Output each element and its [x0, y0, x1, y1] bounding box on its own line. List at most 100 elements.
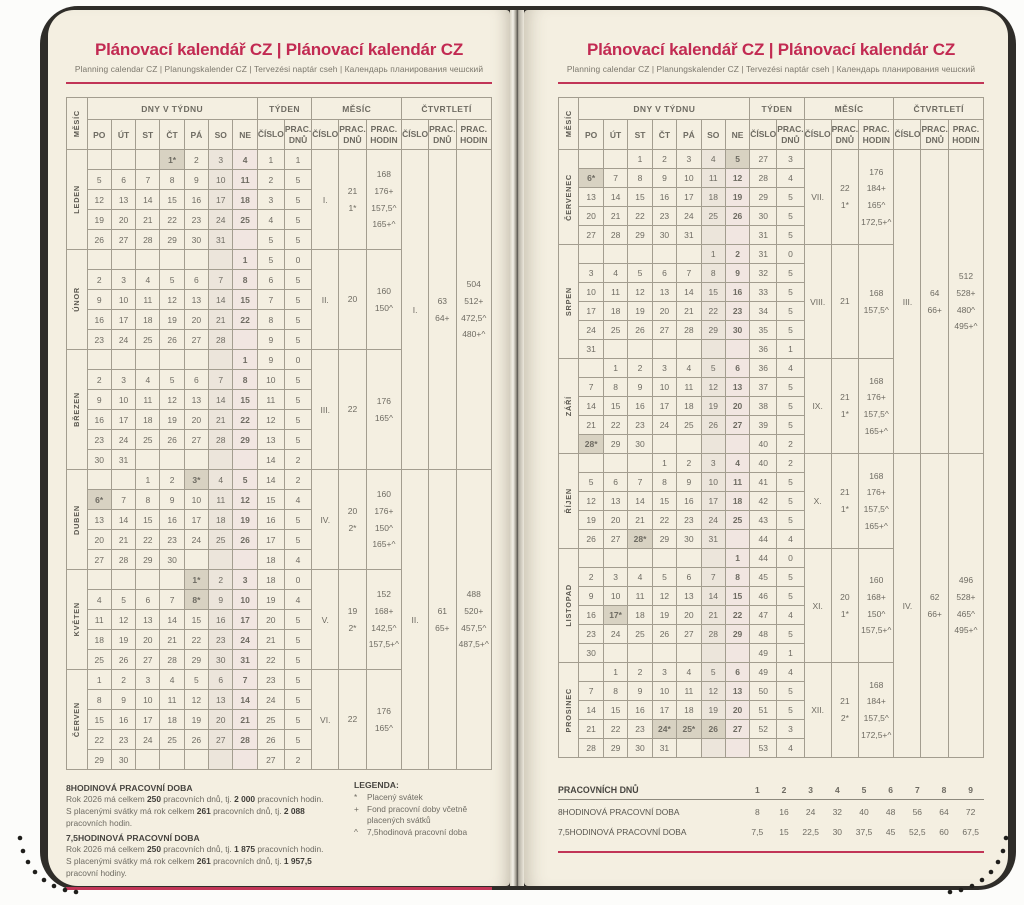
- day-cell: 9: [159, 489, 185, 511]
- month-workdays-cell: 21 1*: [830, 453, 860, 550]
- day-cell: 21: [602, 206, 629, 227]
- month-workdays-cell: 21 1*: [830, 358, 860, 455]
- day-cell: 2: [724, 244, 751, 265]
- day-cell: 27: [208, 729, 234, 751]
- day-cell: 8: [232, 369, 258, 391]
- day-cell: 21: [578, 415, 604, 436]
- week-number-cell: 31: [749, 225, 778, 246]
- day-cell: 14: [700, 586, 726, 607]
- day-cell: [602, 548, 629, 569]
- day-cell: 19: [110, 629, 137, 651]
- page-right: Plánovací kalendář CZ | Plánovací kalend…: [524, 10, 1008, 886]
- col-header-day: ÚT: [110, 119, 137, 151]
- month-workdays-cell: 21 1*: [338, 149, 367, 251]
- month-name-label: ČERVEN: [66, 669, 88, 771]
- day-cell: 8: [159, 169, 185, 191]
- day-cell: 16: [86, 409, 112, 431]
- day-cell: [183, 549, 210, 571]
- day-cell: 14: [208, 389, 234, 411]
- month-name-label: PROSINEC: [557, 662, 580, 759]
- workdays-value: 37,5: [855, 827, 873, 838]
- week-number-cell: 45: [749, 567, 778, 588]
- day-cell: 17: [110, 409, 137, 431]
- day-cell: [208, 449, 234, 471]
- day-cell: 4: [602, 263, 629, 284]
- day-cell: 17: [578, 301, 604, 322]
- week-number-cell: 13: [256, 429, 285, 451]
- day-cell: [86, 249, 112, 271]
- col-header-weekdays-group: DNY V TÝDNU: [86, 97, 258, 121]
- week-number-cell: 49: [749, 643, 778, 664]
- day-cell: 3: [602, 567, 629, 588]
- day-cell: 28: [208, 329, 234, 351]
- week-workdays-cell: 5: [776, 320, 805, 341]
- month-number-cell: V.: [311, 569, 340, 671]
- week-number-cell: 18: [256, 549, 285, 571]
- quarter-number-cell: III.: [893, 149, 922, 455]
- week-number-cell: 35: [749, 320, 778, 341]
- col-header-day: NE: [724, 119, 751, 151]
- day-cell: 9: [578, 586, 604, 607]
- day-cell: 10: [651, 681, 678, 702]
- quarter-number-cell: II.: [401, 469, 430, 771]
- day-cell: 21: [700, 605, 726, 626]
- day-cell: 8: [135, 489, 161, 511]
- day-cell: 28: [602, 225, 629, 246]
- week-number-cell: 29: [749, 187, 778, 208]
- day-cell: 31: [232, 649, 258, 671]
- day-cell: 17: [110, 309, 137, 331]
- week-workdays-cell: 5: [776, 206, 805, 227]
- working-time-notes: 8HODINOVÁ PRACOVNÍ DOBA Rok 2026 má celke…: [66, 780, 346, 879]
- week-workdays-cell: 5: [776, 225, 805, 246]
- day-cell: 25: [159, 729, 185, 751]
- day-cell: [700, 339, 726, 360]
- day-cell: 24: [110, 429, 137, 451]
- footer-line: S placenými svátky má rok celkem 261 pra…: [66, 806, 305, 829]
- day-cell: 5: [86, 169, 112, 191]
- day-cell: [208, 549, 234, 571]
- month-number-cell: VIII.: [803, 244, 832, 360]
- day-cell: 25: [700, 206, 726, 227]
- day-cell: [578, 244, 604, 265]
- day-cell: 19: [724, 187, 751, 208]
- week-number-cell: 36: [749, 339, 778, 360]
- week-number-cell: 32: [749, 263, 778, 284]
- week-number-cell: 40: [749, 434, 778, 455]
- quarter-number-cell: IV.: [893, 453, 922, 759]
- week-number-cell: 23: [256, 669, 285, 691]
- day-cell: 2: [627, 662, 653, 683]
- workdays-value: 30: [832, 827, 843, 838]
- day-cell: 26: [159, 329, 185, 351]
- day-cell: 7: [232, 669, 258, 691]
- week-workdays-cell: 5: [283, 329, 313, 351]
- day-cell: 17: [208, 189, 234, 211]
- week-number-cell: 40: [749, 453, 778, 474]
- week-number-cell: 30: [749, 206, 778, 227]
- day-cell: 15: [135, 509, 161, 531]
- day-cell: 23: [86, 329, 112, 351]
- day-cell: 22: [700, 301, 726, 322]
- day-cell: 20: [724, 700, 751, 721]
- workdays-value: 8: [754, 807, 760, 818]
- day-cell: 29: [651, 529, 678, 550]
- day-cell: 10: [135, 689, 161, 711]
- day-cell: 2: [86, 369, 112, 391]
- day-cell: 2: [110, 669, 137, 691]
- day-cell: 20: [183, 309, 210, 331]
- day-cell: 29: [700, 320, 726, 341]
- week-workdays-cell: 5: [776, 681, 805, 702]
- day-cell: 10: [232, 589, 258, 611]
- day-cell: [110, 569, 137, 591]
- page-title: Plánovací kalendář CZ | Plánovací kalend…: [94, 40, 463, 59]
- day-cell: [602, 643, 629, 664]
- day-cell: 15: [602, 396, 629, 417]
- week-workdays-cell: 5: [283, 529, 313, 551]
- day-cell: [602, 244, 629, 265]
- bottom-divider-right: [558, 850, 984, 854]
- day-cell: 1: [700, 244, 726, 265]
- day-cell: 2: [578, 567, 604, 588]
- day-cell: 12: [183, 689, 210, 711]
- workdays-value: 7,5: [751, 827, 764, 838]
- week-workdays-cell: 3: [776, 149, 805, 170]
- day-cell: 30: [86, 449, 112, 471]
